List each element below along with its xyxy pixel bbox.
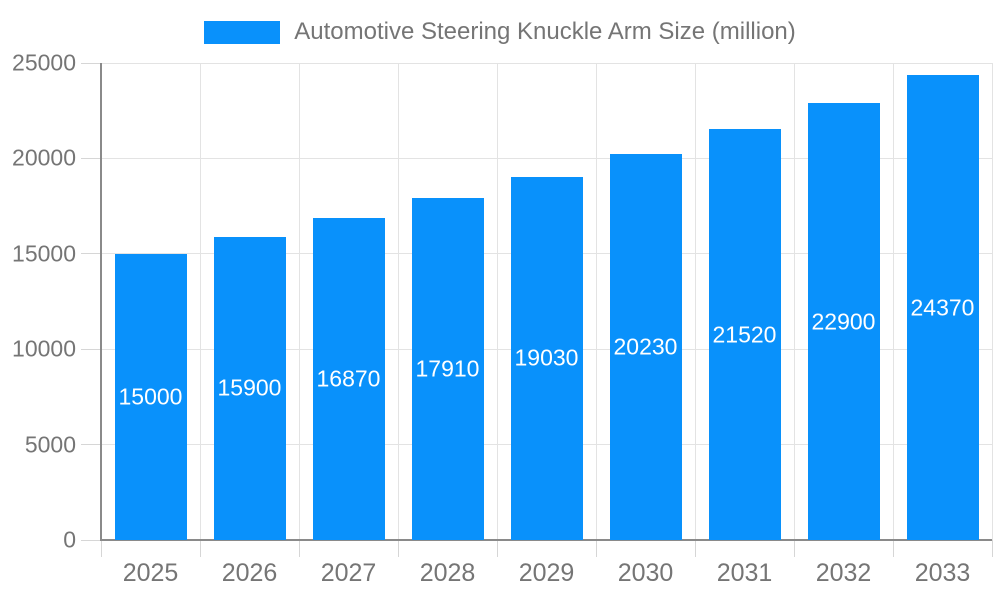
y-axis-tick	[81, 539, 101, 541]
bar-value-label: 17910	[415, 355, 480, 382]
x-axis-tick	[694, 540, 696, 557]
x-axis-tick	[892, 540, 894, 557]
y-axis-tick	[81, 444, 101, 446]
gridline-vertical	[298, 63, 300, 540]
x-axis-label: 2033	[914, 559, 971, 587]
y-axis-label: 20000	[12, 144, 76, 171]
bar-2025: 15000	[114, 253, 187, 540]
x-axis-label: 2028	[419, 559, 476, 587]
bar-2031: 21520	[708, 129, 781, 540]
bar-2030: 20230	[609, 154, 682, 540]
bar-2026: 15900	[213, 236, 286, 540]
plot-area: 0 5000 10000 15000 20000 25000 15000 2025 15900 2…	[12, 50, 993, 587]
gridline-vertical	[892, 63, 894, 540]
x-axis-label: 2027	[320, 559, 377, 587]
gridline-vertical	[991, 63, 993, 540]
bar-2032: 22900	[807, 103, 880, 540]
y-axis-tick	[81, 348, 101, 350]
x-axis-tick	[298, 540, 300, 557]
x-axis-label: 2030	[617, 559, 674, 587]
gridline-horizontal	[101, 62, 992, 64]
bar-2033: 24370	[906, 75, 979, 540]
x-axis-tick	[793, 540, 795, 557]
x-axis-label: 2026	[221, 559, 278, 587]
gridline-horizontal	[101, 157, 992, 159]
bar-value-label: 22900	[811, 308, 876, 335]
bar-value-label: 21520	[712, 321, 777, 348]
bar-2029: 19030	[510, 176, 583, 540]
x-axis-line	[100, 539, 992, 541]
legend-item[interactable]: Automotive Steering Knuckle Arm Size (mi…	[204, 18, 796, 46]
gridline-vertical	[793, 63, 795, 540]
y-axis-label: 25000	[12, 49, 76, 76]
legend: Automotive Steering Knuckle Arm Size (mi…	[0, 18, 1000, 46]
gridline-vertical	[595, 63, 597, 540]
y-axis-label: 5000	[24, 431, 76, 458]
gridline-vertical	[694, 63, 696, 540]
y-axis-label: 10000	[12, 335, 76, 362]
y-axis-tick	[81, 253, 101, 255]
gridline-vertical	[397, 63, 399, 540]
x-axis-label: 2025	[122, 559, 179, 587]
y-axis-tick	[81, 62, 101, 64]
bar-2028: 17910	[411, 198, 484, 540]
y-axis-line	[100, 63, 102, 540]
legend-swatch	[204, 20, 281, 44]
bar-value-label: 20230	[613, 333, 678, 360]
y-axis-tick	[81, 157, 101, 159]
y-axis-label: 0	[63, 526, 76, 553]
x-axis-label: 2031	[716, 559, 773, 587]
x-axis-tick	[991, 540, 993, 557]
x-axis-tick	[496, 540, 498, 557]
x-axis-tick	[595, 540, 597, 557]
y-axis-label: 15000	[12, 240, 76, 267]
bar-2027: 16870	[312, 218, 385, 540]
x-axis-tick	[397, 540, 399, 557]
x-axis-tick	[199, 540, 201, 557]
gridline-vertical	[199, 63, 201, 540]
x-axis-label: 2029	[518, 559, 575, 587]
legend-label: Automotive Steering Knuckle Arm Size (mi…	[294, 18, 796, 45]
x-axis-tick	[100, 540, 102, 557]
x-axis-label: 2032	[815, 559, 872, 587]
bar-value-label: 16870	[316, 365, 381, 392]
bar-value-label: 24370	[910, 294, 975, 320]
bar-value-label: 15000	[118, 383, 183, 410]
gridline-vertical	[496, 63, 498, 540]
bar-value-label: 15900	[217, 374, 282, 401]
bar-value-label: 19030	[514, 344, 579, 371]
